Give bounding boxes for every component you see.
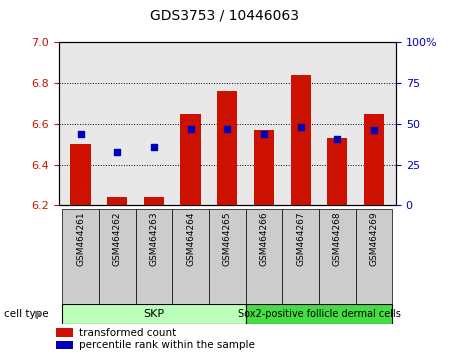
Text: GDS3753 / 10446063: GDS3753 / 10446063 <box>150 9 300 23</box>
Point <box>113 149 121 154</box>
Text: GSM464266: GSM464266 <box>260 212 269 266</box>
Point <box>261 131 268 137</box>
Bar <box>180 114 201 205</box>
Bar <box>62 209 99 304</box>
Text: GSM464264: GSM464264 <box>186 212 195 266</box>
Bar <box>107 197 127 205</box>
Bar <box>246 209 282 304</box>
Text: GSM464263: GSM464263 <box>149 212 158 266</box>
Text: GSM464265: GSM464265 <box>223 212 232 266</box>
Point <box>370 127 378 133</box>
Bar <box>62 304 246 324</box>
Text: GSM464269: GSM464269 <box>369 212 378 266</box>
Text: Sox2-positive follicle dermal cells: Sox2-positive follicle dermal cells <box>238 309 400 319</box>
Text: GSM464268: GSM464268 <box>333 212 342 266</box>
Bar <box>57 329 72 337</box>
Point <box>77 131 84 137</box>
Point <box>187 126 194 132</box>
Text: cell type: cell type <box>4 309 49 319</box>
Text: GSM464261: GSM464261 <box>76 212 85 266</box>
Bar <box>254 130 274 205</box>
Point <box>334 136 341 141</box>
Bar <box>135 209 172 304</box>
Bar <box>217 91 237 205</box>
Bar <box>246 304 392 324</box>
Bar <box>319 209 356 304</box>
Text: percentile rank within the sample: percentile rank within the sample <box>79 340 255 350</box>
Text: ▶: ▶ <box>35 309 42 319</box>
Bar <box>356 209 392 304</box>
Point <box>150 144 158 149</box>
Text: SKP: SKP <box>143 309 164 319</box>
Bar <box>291 75 310 205</box>
Bar <box>57 341 72 349</box>
Bar <box>172 209 209 304</box>
Text: GSM464267: GSM464267 <box>296 212 305 266</box>
Bar <box>282 209 319 304</box>
Bar <box>327 138 347 205</box>
Point <box>297 124 304 130</box>
Bar <box>70 144 90 205</box>
Point <box>224 126 231 132</box>
Bar <box>99 209 135 304</box>
Bar <box>144 197 164 205</box>
Text: GSM464262: GSM464262 <box>112 212 122 266</box>
Bar <box>209 209 246 304</box>
Bar <box>364 114 384 205</box>
Text: transformed count: transformed count <box>79 327 177 338</box>
